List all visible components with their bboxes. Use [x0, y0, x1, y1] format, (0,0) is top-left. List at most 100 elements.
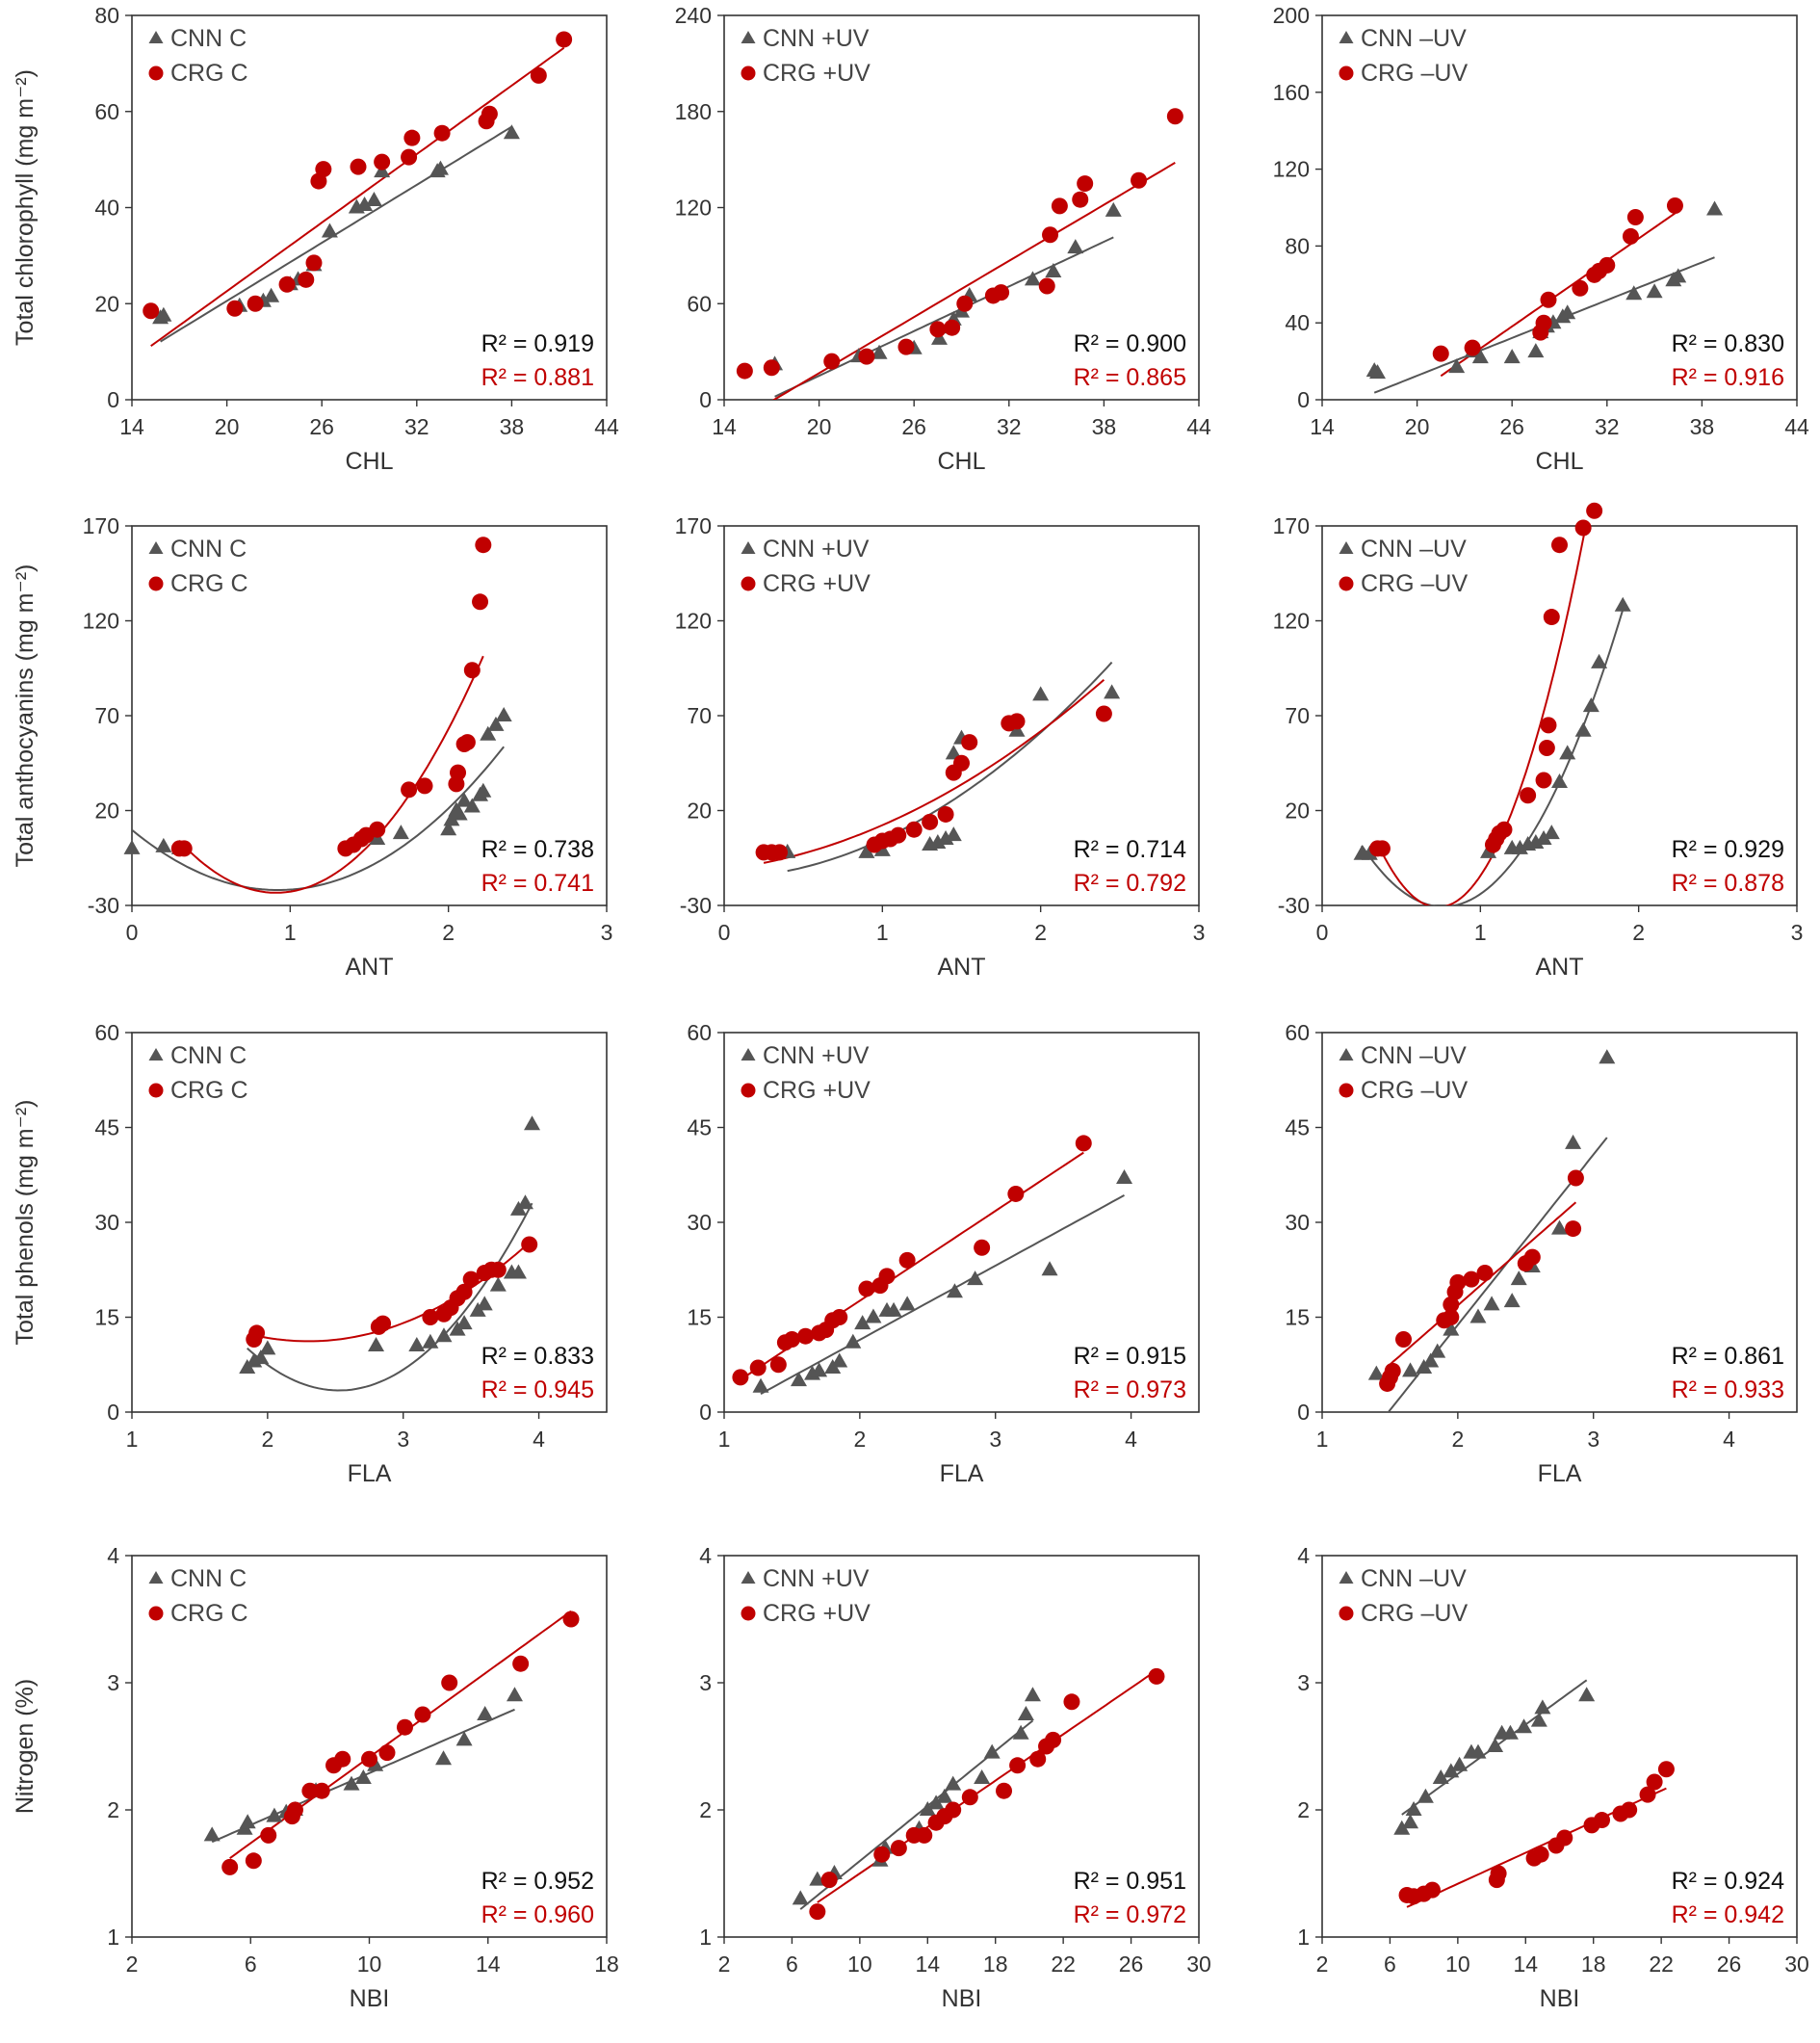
y-tick-label: 40 [94, 196, 119, 221]
y-tick-label: 240 [675, 3, 712, 28]
y-tick-label: 20 [94, 291, 119, 316]
crg-data-point [143, 302, 160, 320]
cnn-data-point [974, 1769, 991, 1784]
crg-data-point [1538, 739, 1555, 756]
fit-lines [771, 162, 1176, 400]
crg-data-point [462, 1270, 480, 1288]
cnn-data-point [489, 1276, 507, 1292]
cnn-trend-line [760, 1194, 1125, 1395]
x-axis-label: ANT [346, 954, 394, 981]
crg-data-point [245, 1852, 262, 1870]
crg-data-point [956, 295, 974, 312]
cnn-data-point [1017, 1706, 1034, 1720]
y-tick-label: 4 [107, 1543, 119, 1568]
cnn-data-point [266, 1807, 283, 1822]
cnn-data-point [946, 1283, 963, 1298]
legend-triangle-marker [1339, 1571, 1354, 1584]
crg-data-point [361, 1750, 377, 1768]
x-tick-label: 2 [1034, 920, 1047, 945]
crg-data-point [334, 1750, 351, 1768]
crg-data-point [1072, 191, 1089, 208]
crg-data-point [858, 1280, 875, 1297]
crg-data-point [378, 1744, 396, 1762]
y-tick-label: 2 [1297, 1797, 1310, 1822]
r-squared-crg: R² = 0.973 [1074, 1376, 1186, 1403]
crg-data-point [732, 1369, 749, 1386]
cnn-data-point [792, 1890, 809, 1905]
crg-data-point [472, 593, 489, 611]
legend-triangle-marker [1339, 1048, 1354, 1061]
legend-triangle-marker [741, 1048, 756, 1061]
crg-data-point [1657, 1761, 1675, 1778]
x-tick-label: 26 [1119, 1951, 1144, 1977]
crg-data-point [1543, 609, 1560, 626]
cnn-data-point [506, 1687, 523, 1702]
cnn-data-point [1045, 263, 1062, 277]
x-tick-label: 26 [901, 414, 926, 439]
x-axis-label: NBI [942, 1985, 982, 2012]
x-tick-label: 14 [476, 1951, 501, 1977]
y-tick-label: 0 [107, 1400, 119, 1425]
y-axis-label-nitrogen: Nitrogen (%) [12, 1679, 39, 1814]
crg-data-point [369, 821, 386, 838]
legend-label-crg: CRG C [170, 570, 248, 597]
cnn-data-point [945, 826, 962, 842]
y-tick-label: 45 [94, 1115, 119, 1140]
r-squared-cnn: R² = 0.951 [1074, 1868, 1186, 1895]
cnn-data-point [440, 821, 457, 836]
crg-trend-line [150, 46, 565, 348]
legend-label-crg: CRG –UV [1361, 570, 1468, 597]
cnn-data-point [451, 805, 468, 821]
crg-data-point [416, 777, 433, 795]
chart-panel-r2c2: 0 15 30 45 60 1 2 3 4 FLA CNN –UV CRG –UV R² = 0.861… [1285, 1020, 1798, 1487]
x-tick-label: 30 [1186, 1951, 1211, 1977]
crg-data-point [974, 1239, 991, 1256]
crg-data-point [278, 275, 296, 293]
crg-data-point [315, 161, 332, 178]
crg-data-point [1007, 1185, 1025, 1202]
cnn-data-point [455, 1731, 473, 1746]
legend: CNN –UV CRG –UV [1339, 1042, 1468, 1104]
cnn-data-point [155, 837, 172, 852]
cnn-data-point [885, 1301, 902, 1317]
x-axis-label: CHL [345, 448, 393, 475]
cnn-data-point [321, 223, 338, 238]
crg-data-point [1520, 787, 1537, 804]
crg-data-point [1395, 1330, 1413, 1348]
cnn-data-point [392, 825, 409, 840]
cnn-data-point [475, 782, 492, 798]
x-axis-label: FLA [940, 1460, 984, 1487]
y-tick-label: 3 [107, 1670, 119, 1695]
legend-circle-marker [148, 576, 164, 591]
crg-data-point [1551, 537, 1568, 554]
cnn-data-point [1471, 349, 1489, 364]
cnn-trend-line [247, 1202, 533, 1392]
crg-data-point [1077, 175, 1094, 193]
x-tick-label: 14 [915, 1951, 940, 1977]
crg-data-point [512, 1655, 530, 1672]
legend-label-cnn: CNN C [170, 1042, 247, 1069]
x-axis-label: FLA [1538, 1460, 1582, 1487]
y-tick-label: 3 [699, 1670, 712, 1695]
x-tick-label: 3 [397, 1427, 409, 1452]
legend-circle-marker [741, 65, 756, 81]
y-axis-label-phenols: Total phenols (mg m⁻²) [12, 1100, 39, 1346]
cnn-data-point [1670, 268, 1687, 283]
crg-trend-line [178, 655, 484, 894]
crg-data-point [260, 1826, 277, 1844]
y-tick-label: 30 [1285, 1210, 1310, 1235]
x-tick-label: 0 [718, 920, 731, 945]
cnn-data-point [967, 1270, 984, 1286]
y-tick-label: 170 [1273, 513, 1310, 538]
cnn-data-point [368, 1337, 385, 1352]
x-tick-label: 6 [786, 1951, 798, 1977]
cnn-data-point [476, 1296, 493, 1311]
cnn-data-point [929, 833, 947, 849]
cnn-data-point [463, 798, 481, 813]
cnn-data-point [1534, 1699, 1551, 1715]
x-tick-label: 44 [1784, 414, 1809, 439]
crg-data-point [1051, 197, 1068, 215]
crg-data-point [1490, 1865, 1507, 1882]
cnn-data-point [239, 1814, 256, 1829]
